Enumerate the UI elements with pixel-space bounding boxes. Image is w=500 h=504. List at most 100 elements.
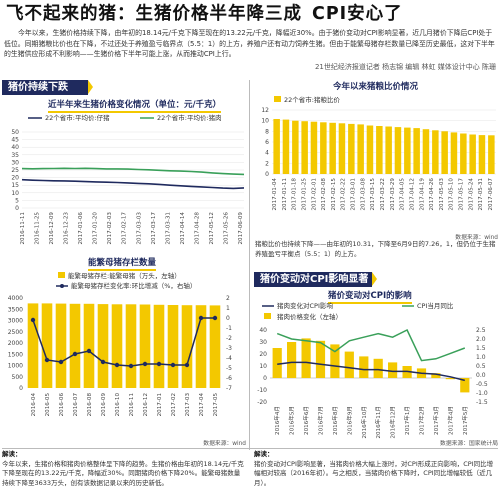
chart1-ytick: 45 — [11, 137, 19, 144]
chart4-ytick-right: 1.0 — [476, 354, 486, 361]
chart3-ytick-right: -6 — [226, 375, 232, 382]
chart4-ytick-left: 20 — [259, 351, 267, 358]
chart1-xtick: 2017-05-26 — [223, 212, 229, 245]
chart1-ytick: 50 — [11, 129, 19, 136]
chart3-bar — [111, 304, 123, 388]
chart1-ytick: 15 — [11, 182, 19, 189]
chart3-change-point — [156, 361, 162, 367]
chart4-xtick: 2016年12月 — [389, 406, 397, 439]
chart2-xtick: 2017-02-22 — [341, 178, 347, 211]
bottom-divider — [2, 448, 498, 449]
chart3-ytick-left: 500 — [12, 374, 24, 381]
chart4-ytick-right: 1.5 — [476, 345, 486, 352]
chart4-bar — [388, 362, 398, 378]
chart4-ytick-right: 0.0 — [476, 372, 486, 379]
chart2-ytick: 0 — [265, 171, 269, 178]
column-divider — [249, 80, 250, 450]
chart3-ytick-left: 2500 — [8, 329, 23, 336]
chart3-xtick: 2016-06 — [59, 393, 65, 417]
chart3-bar — [125, 304, 137, 388]
note-left-label: 解读： — [2, 450, 22, 458]
chart1-legend-label-1: 22个省市:平均价:猪肉 — [157, 113, 222, 122]
chart3-change-point — [142, 361, 148, 367]
chart4-source: 数据来源：国家统计局 — [440, 441, 498, 447]
chart3-ytick-left: 3000 — [8, 318, 23, 325]
chart4-ytick-right: 2.0 — [476, 336, 486, 343]
chart2-xtick: 2017-05-03 — [439, 178, 445, 211]
chart2-bar — [320, 122, 327, 174]
chart3-xtick: 2016-12 — [143, 393, 149, 416]
chart2-note: 猪粮比价也持续下降——由年初的10.31，下降至6月9日的7.26，1，但仍位于… — [255, 240, 496, 258]
chart1-xtick: 2016-12-23 — [64, 212, 70, 245]
chart2-bar — [292, 120, 299, 174]
chart2-bar — [422, 129, 430, 174]
chart1-xtick: 2016-12-09 — [49, 212, 55, 245]
chart3-change-point — [44, 357, 50, 363]
chart2-bar — [488, 135, 495, 174]
chart2-xtick: 2017-05-17 — [459, 178, 465, 211]
chart1-xtick: 2016-11-25 — [35, 212, 41, 245]
chart3-xtick: 2016-05 — [45, 393, 51, 417]
headline: 飞不起来的猪：生猪价格半年降三成 CPI安心了 — [0, 0, 500, 27]
section-bar-cpi: 猪价变动对CPI影响显著 — [254, 272, 377, 287]
chart4-xtick: 2017年3月 — [432, 406, 440, 435]
chart3-ytick-right: 1 — [226, 305, 230, 312]
chart2-xtick: 2017-03-01 — [351, 178, 357, 211]
chart2-xtick: 2017-05-31 — [478, 178, 484, 211]
chart3-xtick: 2016-09 — [101, 393, 107, 417]
chart3-ytick-right: -1 — [226, 325, 232, 332]
chart2-bar — [394, 127, 402, 174]
chart3-ytick-right: -2 — [226, 335, 232, 342]
chart2-xtick: 2017-03-08 — [360, 178, 366, 211]
chart1-ytick: 5 — [15, 197, 19, 204]
chart3-legend-swatch-bar — [58, 272, 65, 278]
chart3-ytick-right: 2 — [226, 295, 230, 302]
note-left-text: 今年以来，生猪价格和猪肉价格整体呈下降的趋势。生猪价格由年初的18.14元/千克… — [2, 459, 244, 487]
chart2-xtick: 2017-01-18 — [292, 178, 298, 211]
chart3-svg: 能繁母猪存栏:能繁母猪（万头，左轴）能繁母猪存栏变化率:环比增减（%，右轴） 40… — [8, 271, 232, 417]
chart1-title: 近半年来生猪价格变化情况（单位：元/千克） — [48, 98, 222, 113]
chart2-bar — [460, 133, 467, 174]
headline-sub: CPI安心了 — [312, 4, 403, 24]
chart1-svg: 22个省市:平均价:仔猪 22个省市:平均价:猪肉5045403530252015… — [11, 113, 245, 245]
section-title-cpi: 猪价变动对CPI影响显著 — [260, 274, 369, 285]
chart2-xtick: 2017-01-04 — [272, 178, 278, 211]
chart3-bar — [55, 303, 67, 388]
chart2-bar — [282, 119, 290, 174]
chart4-ytick-left: 0 — [263, 375, 267, 382]
chart4-legend-label-2: 猪肉价格变化（左轴） — [277, 312, 342, 321]
chart2-bar — [310, 121, 318, 174]
chart3-ytick-left: 1500 — [8, 351, 23, 358]
chart3-change-point — [114, 362, 120, 368]
chart2-ytick: 10 — [261, 118, 269, 125]
chart4-title: 猪价变动对CPI的影响 — [328, 289, 412, 304]
chart3-ytick-right: -4 — [226, 355, 232, 362]
chart3-title: 能繁母猪存栏数量 — [88, 256, 157, 271]
chart1-ytick: 40 — [11, 144, 19, 151]
chart1-xtick: 2017-01-06 — [78, 212, 84, 245]
chart3-bar — [83, 303, 95, 388]
chart1-xtick: 2017-04-28 — [194, 212, 200, 245]
chart2-bar — [450, 132, 458, 174]
chart1-xtick: 2017-02-17 — [122, 212, 128, 245]
chart2-bar — [348, 123, 355, 174]
chart1-ytick: 10 — [11, 190, 19, 197]
chart3-change-point — [212, 315, 218, 321]
chart3-xtick: 2016-04 — [31, 393, 37, 417]
chart3-bar — [69, 303, 81, 388]
chart2-ytick: 8 — [265, 128, 269, 135]
chart4-legend-label-1: CPI当月同比 — [417, 301, 454, 310]
chart3-change-point — [58, 359, 64, 365]
chart2-xtick: 2017-02-15 — [331, 178, 337, 211]
chart3-ytick-left: 1000 — [8, 363, 23, 370]
chart4-xtick: 2016年10月 — [360, 406, 368, 439]
chart4-xtick: 2017年2月 — [418, 406, 426, 435]
chart3-bar — [153, 304, 165, 389]
chart1-ytick: 0 — [15, 205, 19, 212]
chart3-change-point — [86, 348, 92, 354]
chart2-ytick: 6 — [265, 139, 269, 146]
chart4-ytick-left: -10 — [257, 387, 267, 394]
chart4-bar — [344, 351, 354, 378]
chart3-xtick: 2017-03 — [185, 393, 191, 417]
chart3-bar — [97, 304, 109, 388]
